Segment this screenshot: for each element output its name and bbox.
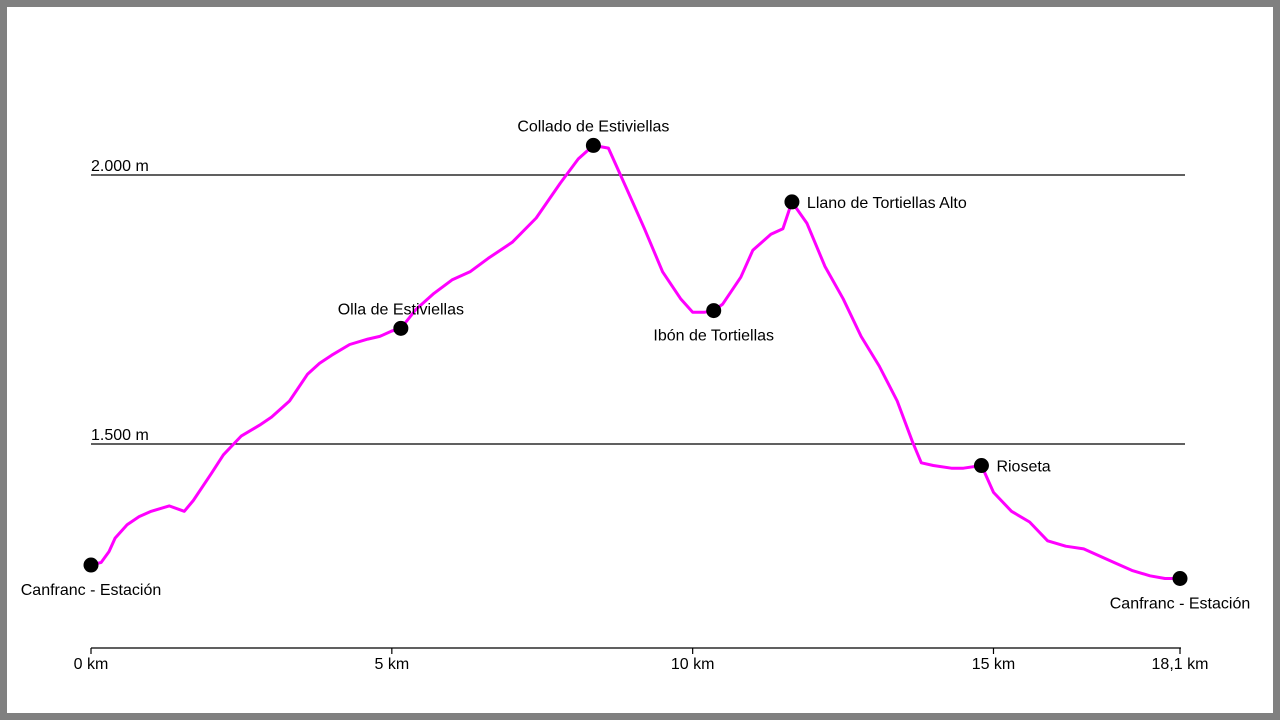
waypoint-label: Olla de Estiviellas [338,301,464,318]
waypoint-label: Canfranc - Estación [21,582,162,599]
waypoint-label: Collado de Estiviellas [517,118,669,135]
waypoint-layer: Canfranc - Estación Olla de Estiviellas Co… [21,118,1251,612]
waypoint-marker [973,458,989,474]
x-tick-label: 15 km [972,656,1016,673]
x-tick-label: 5 km [374,656,409,673]
waypoint-marker [585,137,601,153]
gridline-label: 2.000 m [91,158,149,175]
x-tick-label: 10 km [671,656,715,673]
elevation-profile-line [89,143,1182,580]
x-tick-label: 18,1 km [1152,656,1209,673]
waypoint-marker [393,320,409,336]
waypoint-marker [83,557,99,573]
waypoint-label: Llano de Tortiellas Alto [807,195,967,212]
waypoint-label: Rioseta [996,459,1050,476]
elevation-profile-chart: 2.000 m 1.500 m 0 km 5 km 10 km 15 km 18,1 km… [21,118,1251,673]
waypoint-label: Canfranc - Estación [1110,596,1251,613]
x-axis: 0 km 5 km 10 km 15 km 18,1 km [74,647,1209,673]
gridline-label: 1.500 m [91,427,149,444]
grid-layer: 2.000 m 1.500 m [91,158,1185,445]
waypoint-label: Ibón de Tortiellas [653,328,774,345]
waypoint-marker [784,194,800,210]
waypoint-marker [706,303,722,319]
chart-frame: 2.000 m 1.500 m 0 km 5 km 10 km 15 km 18,1 km… [7,7,1273,713]
waypoint-marker [1172,571,1188,586]
x-tick-label: 0 km [74,656,109,673]
